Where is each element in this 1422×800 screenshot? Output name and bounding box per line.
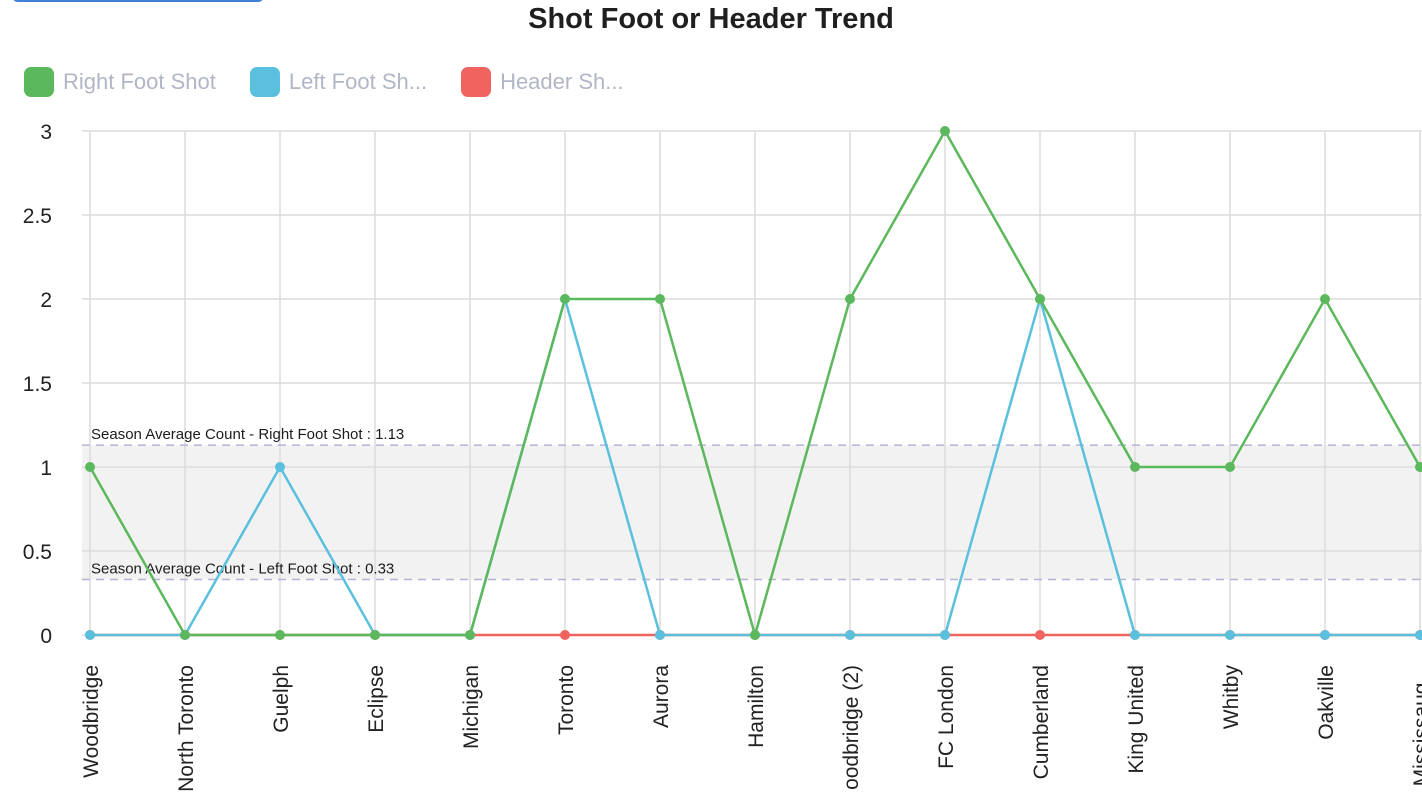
data-point-series-0 <box>275 630 285 640</box>
data-point-series-0 <box>1130 462 1140 472</box>
data-point-series-0 <box>655 294 665 304</box>
y-tick-label: 0 <box>40 625 52 648</box>
data-point-series-0 <box>1415 462 1422 472</box>
y-tick-label: 3 <box>40 121 52 144</box>
data-point-series-0 <box>940 126 950 136</box>
data-point-series-1 <box>275 462 285 472</box>
data-point-series-1 <box>845 630 855 640</box>
x-tick-label: North Toronto <box>175 665 198 792</box>
x-tick-label: Hamilton <box>745 665 768 748</box>
average-reference-label: Season Average Count - Right Foot Shot :… <box>91 426 404 443</box>
data-point-series-2 <box>560 630 570 640</box>
data-point-series-2 <box>1035 630 1045 640</box>
legend-swatch-header <box>461 67 492 97</box>
data-point-series-0 <box>465 630 475 640</box>
y-tick-label: 1 <box>40 457 52 480</box>
x-tick-label: Michigan <box>460 665 483 749</box>
legend-label-left-foot: Left Foot Sh... <box>288 69 428 94</box>
x-tick-label: Toronto <box>555 665 578 735</box>
data-point-series-0 <box>1320 294 1330 304</box>
x-tick-label: oodbridge (2) <box>840 665 863 790</box>
data-point-series-1 <box>940 630 950 640</box>
x-tick-label: Cumberland <box>1030 665 1053 779</box>
x-tick-label: Guelph <box>270 665 293 733</box>
legend-item-right-foot[interactable]: Right Foot Shot <box>24 67 216 97</box>
data-point-series-0 <box>85 462 95 472</box>
legend-swatch-right-foot <box>24 67 54 97</box>
data-point-series-0 <box>1225 462 1235 472</box>
legend-swatch-left-foot <box>249 67 280 97</box>
legend-item-left-foot[interactable]: Left Foot Sh... <box>249 67 428 97</box>
y-tick-label: 0.5 <box>23 541 52 564</box>
data-point-series-1 <box>1415 630 1422 640</box>
data-point-series-1 <box>655 630 665 640</box>
x-tick-label: Woodbridge <box>80 665 103 778</box>
x-tick-label: Oakville <box>1315 665 1338 740</box>
data-point-series-0 <box>845 294 855 304</box>
data-point-series-0 <box>750 630 760 640</box>
chart-legend: Right Foot Shot Left Foot Sh... Header S… <box>24 67 658 97</box>
data-point-series-0 <box>1035 294 1045 304</box>
x-tick-label: FC London <box>935 665 958 769</box>
x-tick-label: Aurora <box>650 665 673 728</box>
legend-item-header[interactable]: Header Sh... <box>461 67 624 97</box>
chart-title: Shot Foot or Header Trend <box>528 3 894 35</box>
data-point-series-1 <box>85 630 95 640</box>
x-tick-label: Whitby <box>1220 665 1243 730</box>
legend-label-header: Header Sh... <box>500 69 624 94</box>
y-tick-label: 2 <box>40 289 52 312</box>
x-tick-label: Eclipse <box>365 665 388 733</box>
data-point-series-0 <box>370 630 380 640</box>
data-point-series-1 <box>1320 630 1330 640</box>
y-tick-label: 1.5 <box>23 373 52 396</box>
data-point-series-1 <box>1130 630 1140 640</box>
legend-label-right-foot: Right Foot Shot <box>63 69 216 94</box>
data-point-series-0 <box>560 294 570 304</box>
data-point-series-1 <box>1225 630 1235 640</box>
y-tick-label: 2.5 <box>23 205 52 228</box>
x-tick-label: King United <box>1125 665 1148 774</box>
x-tick-label: Mississaug... <box>1410 665 1422 786</box>
data-point-series-0 <box>180 630 190 640</box>
average-reference-label: Season Average Count - Left Foot Shot : … <box>91 561 394 578</box>
